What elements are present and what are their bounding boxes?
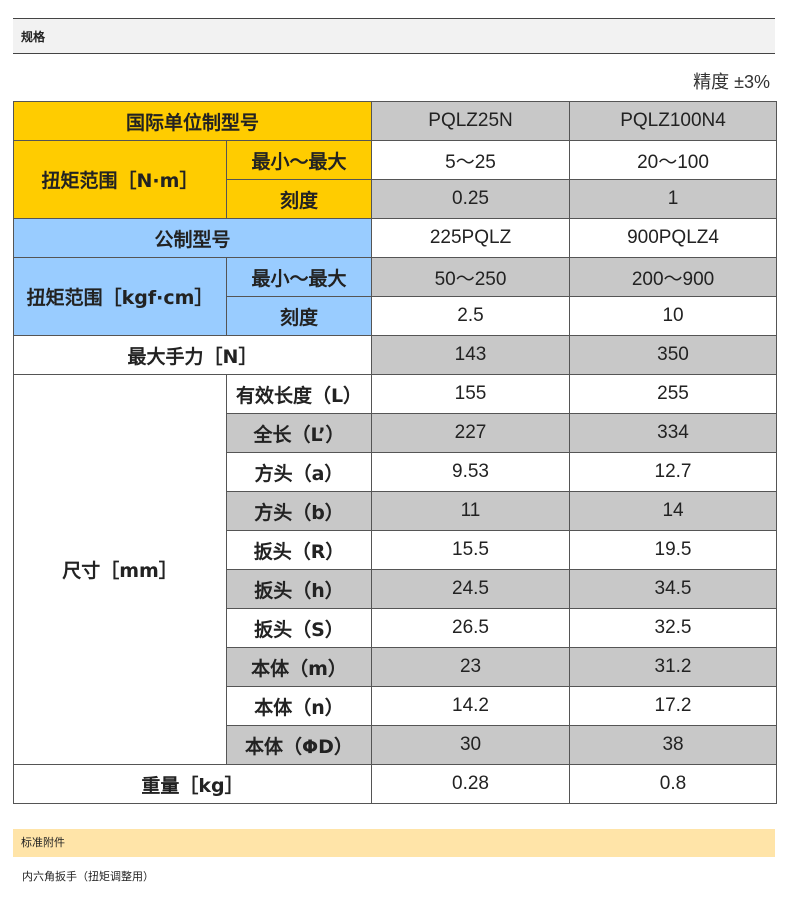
dim-value-1: 30 — [371, 725, 571, 765]
dim-value-2: 12.7 — [569, 452, 778, 492]
table-row: 国际单位制型号 PQLZ25N PQLZ100N4 — [12, 101, 778, 141]
accessory-text: 内六角扳手（扭矩调整用） — [22, 870, 154, 883]
dim-label: 本体（n） — [225, 686, 373, 726]
metric-model-2: 900PQLZ4 — [569, 218, 778, 258]
metric-model-1: 225PQLZ — [371, 218, 571, 258]
dim-value-1: 26.5 — [371, 608, 571, 648]
table-row: 重量［kg］ 0.28 0.8 — [12, 764, 778, 804]
dim-label: 全长（L’） — [225, 413, 373, 453]
weight-value-2: 0.8 — [569, 764, 778, 804]
accessory-section-header: 标准附件 — [13, 829, 775, 857]
dim-value-2: 31.2 — [569, 647, 778, 687]
dim-label: 本体（ΦD） — [225, 725, 373, 765]
metric-minmax-1: 50～250 — [371, 257, 571, 297]
table-row: 扳头（h） 24.5 34.5 — [14, 569, 778, 609]
si-torque-label: 扭矩范围［N·m］ — [13, 140, 227, 219]
dim-value-1: 227 — [371, 413, 571, 453]
metric-torque-label: 扭矩范围［kgf·cm］ — [13, 257, 227, 336]
metric-minmax-label: 最小～最大 — [225, 257, 373, 297]
si-minmax-label: 最小～最大 — [225, 140, 373, 180]
table-row: 扳头（R） 15.5 19.5 — [14, 530, 778, 570]
table-row: 刻度 2.5 10 — [14, 296, 778, 336]
max-hand-force-1: 143 — [371, 335, 571, 375]
table-row: 扭矩范围［kgf·cm］ 最小～最大 50～250 200～900 — [13, 257, 778, 336]
dim-value-2: 32.5 — [569, 608, 778, 648]
spec-section-title: 规格 — [21, 30, 46, 44]
metric-scale-2: 10 — [569, 296, 778, 336]
dim-label: 扳头（R） — [225, 530, 373, 570]
dim-value-1: 23 — [371, 647, 571, 687]
dim-value-2: 14 — [569, 491, 778, 531]
metric-minmax-2: 200～900 — [569, 257, 778, 297]
dim-value-2: 19.5 — [569, 530, 778, 570]
dim-label: 方头（b） — [225, 491, 373, 531]
dim-value-2: 334 — [569, 413, 778, 453]
table-row: 刻度 0.25 1 — [14, 179, 778, 219]
dim-value-1: 11 — [371, 491, 571, 531]
dim-value-2: 17.2 — [569, 686, 778, 726]
dim-value-1: 9.53 — [371, 452, 571, 492]
si-minmax-2: 20～100 — [569, 140, 778, 180]
dim-label: 扳头（S） — [225, 608, 373, 648]
accessory-section-title: 标准附件 — [21, 836, 65, 849]
table-row: 本体（ΦD） 30 38 — [14, 725, 778, 765]
metric-scale-1: 2.5 — [371, 296, 571, 336]
si-model-2: PQLZ100N4 — [569, 101, 778, 141]
max-hand-force-2: 350 — [569, 335, 778, 375]
dim-value-2: 34.5 — [569, 569, 778, 609]
dim-label: 本体（m） — [225, 647, 373, 687]
weight-label: 重量［kg］ — [12, 764, 373, 804]
si-minmax-1: 5～25 — [371, 140, 571, 180]
dimensions-label: 尺寸［mm］ — [13, 374, 227, 765]
max-hand-force-label: 最大手力［N］ — [12, 335, 373, 375]
dim-label: 方头（a） — [225, 452, 373, 492]
table-row: 尺寸［mm］ 有效长度（L） 155 255 — [13, 374, 778, 765]
table-row: 最大手力［N］ 143 350 — [12, 335, 778, 375]
dim-label: 有效长度（L） — [225, 374, 373, 414]
dim-value-1: 24.5 — [371, 569, 571, 609]
table-row: 本体（n） 14.2 17.2 — [14, 686, 778, 726]
weight-value-1: 0.28 — [371, 764, 571, 804]
dim-label: 扳头（h） — [225, 569, 373, 609]
dim-value-2: 38 — [569, 725, 778, 765]
spec-section-header: 规格 — [13, 18, 775, 54]
si-scale-label: 刻度 — [225, 179, 373, 219]
si-scale-1: 0.25 — [371, 179, 571, 219]
metric-scale-label: 刻度 — [225, 296, 373, 336]
dim-value-1: 155 — [371, 374, 571, 414]
table-row: 本体（m） 23 31.2 — [14, 647, 778, 687]
spec-table: 国际单位制型号 PQLZ25N PQLZ100N4 扭矩范围［N·m］ 最小～最… — [12, 101, 778, 804]
metric-model-label: 公制型号 — [12, 218, 373, 258]
table-row: 公制型号 225PQLZ 900PQLZ4 — [12, 218, 778, 258]
table-row: 扳头（S） 26.5 32.5 — [14, 608, 778, 648]
si-model-1: PQLZ25N — [371, 101, 571, 141]
table-row: 扭矩范围［N·m］ 最小～最大 5～25 20～100 — [13, 140, 778, 219]
dim-value-1: 15.5 — [371, 530, 571, 570]
dim-value-1: 14.2 — [371, 686, 571, 726]
si-model-label: 国际单位制型号 — [12, 101, 373, 141]
precision-note: 精度 ±3% — [693, 72, 770, 92]
dim-value-2: 255 — [569, 374, 778, 414]
si-scale-2: 1 — [569, 179, 778, 219]
